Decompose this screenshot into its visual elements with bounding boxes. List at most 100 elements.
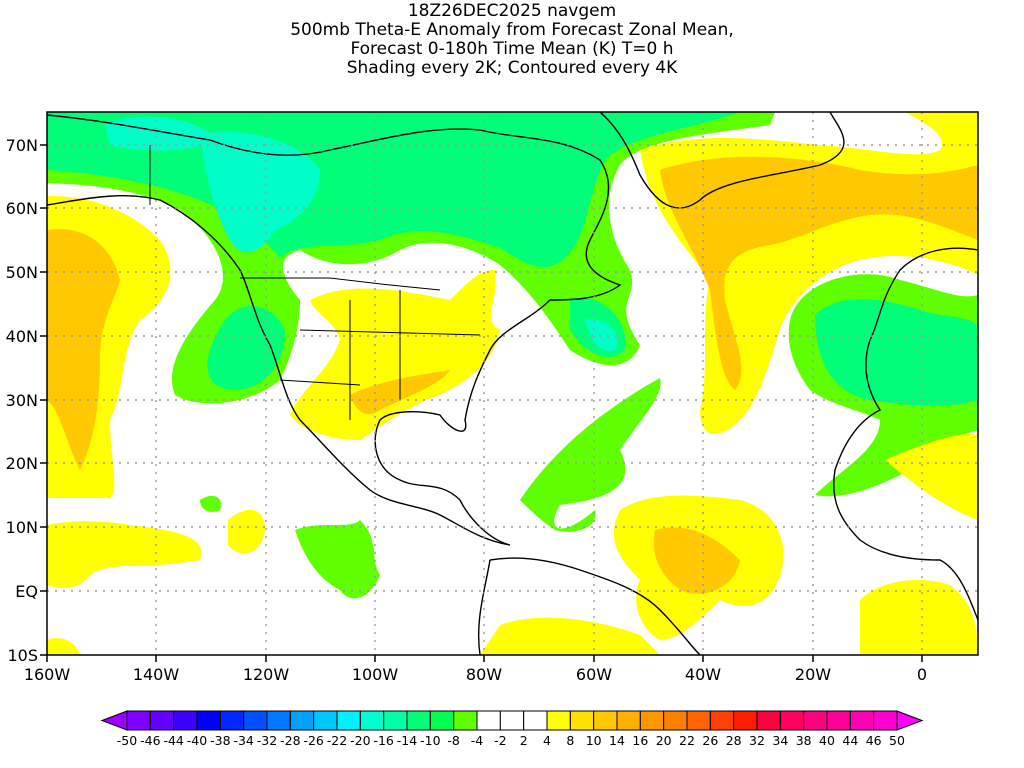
colorbar-label: 22	[679, 733, 695, 748]
north-america-coastline	[47, 114, 622, 546]
colorbar-box	[756, 710, 781, 731]
plot-frame	[46, 111, 979, 656]
colorbar-label: 14	[609, 733, 625, 748]
colorbar-label: 50	[889, 733, 905, 748]
colorbar-box	[593, 710, 618, 731]
colorbar-low-arrow	[100, 710, 128, 731]
colorbar-label: -32	[257, 733, 277, 748]
colorbar-box	[359, 710, 385, 731]
colorbar-label: 40	[819, 733, 835, 748]
y-tick-label: 10N	[6, 518, 38, 537]
positive-anomaly-small-1	[228, 509, 265, 554]
colorbar-label: 4	[543, 733, 551, 748]
colorbar-label: 8	[566, 733, 574, 748]
colorbar-box	[126, 710, 151, 731]
title-line-4: Shading every 2K; Contoured every 4K	[346, 58, 678, 78]
colorbar-label: 34	[772, 733, 788, 748]
x-tick-label: 80W	[466, 665, 502, 684]
colorbar-box	[546, 710, 571, 731]
colorbar-box	[616, 710, 641, 731]
negative-anomaly-europe-inner	[815, 299, 978, 406]
colorbar-box	[383, 710, 408, 731]
positive-anomaly-us	[290, 270, 500, 440]
colorbar-box	[406, 710, 431, 731]
x-tick-label: 20W	[795, 665, 831, 684]
us-borders	[149, 145, 481, 420]
europe-africa-coastline	[833, 247, 978, 621]
y-tick-label: 30N	[6, 391, 38, 410]
colorbar-label: 38	[796, 733, 812, 748]
colorbar-label: -2	[494, 733, 506, 748]
colorbar-label: 26	[702, 733, 718, 748]
colorbar-label: -20	[350, 733, 370, 748]
negative-anomaly-caribbean	[295, 520, 380, 599]
colorbar-label: -4	[471, 733, 484, 748]
positive-anomaly-north-atlantic-gold	[660, 156, 978, 390]
colorbar-box	[849, 710, 875, 731]
colorbar-label: 28	[726, 733, 742, 748]
colorbar-box	[569, 710, 595, 731]
y-tick-label: 70N	[6, 136, 38, 155]
y-tick-label: 50N	[6, 263, 38, 282]
teal-core-atlantic	[585, 319, 618, 351]
axis-ticks: 160W 140W 120W 100W 80W 60W 40W 20W 0 70N 60N 50N 40…	[6, 136, 927, 684]
x-tick-label: 120W	[243, 665, 290, 684]
positive-anomaly-south-america	[480, 617, 660, 655]
positive-anomaly-pacific-gold	[47, 229, 120, 470]
colorbar-box	[709, 710, 735, 731]
colorbar-label: 46	[866, 733, 882, 748]
gridlines	[47, 112, 978, 655]
colorbar-box	[289, 710, 315, 731]
colorbar-box	[803, 710, 828, 731]
positive-anomaly-africa-east	[885, 434, 978, 520]
colorbar-label: -10	[420, 733, 440, 748]
x-tick-label: 40W	[685, 665, 721, 684]
colorbar-box	[336, 710, 361, 731]
colorbar-box	[733, 710, 758, 731]
colorbar-label: -26	[303, 733, 323, 748]
y-tick-label: 20N	[6, 454, 38, 473]
colorbar-label: -16	[373, 733, 393, 748]
colorbar-label: 20	[656, 733, 672, 748]
colorbar-box	[196, 710, 221, 731]
colorbar-label: 32	[749, 733, 765, 748]
colorbar-box	[266, 710, 291, 731]
positive-anomaly-south-pacific	[47, 638, 80, 655]
colorbar-box	[499, 710, 525, 731]
colorbar-label: -14	[397, 733, 417, 748]
y-tick-label: EQ	[15, 582, 38, 601]
x-tick-label: 140W	[133, 665, 180, 684]
colorbar-label: -8	[447, 733, 460, 748]
colorbar-box	[663, 710, 688, 731]
x-tick-label: 0	[917, 665, 927, 684]
title-line-1: 18Z26DEC2025 navgem	[407, 1, 617, 21]
colorbar-box	[243, 710, 268, 731]
colorbar: -50 -46 -44 -40 -38 -34 -32 -28 -26 -22 -20 -16 -14-…	[100, 710, 924, 748]
teal-core-canada	[200, 131, 320, 253]
colorbar-box	[639, 710, 665, 731]
x-tick-label: 100W	[352, 665, 399, 684]
colorbar-label: 16	[632, 733, 648, 748]
y-tick-label: 40N	[6, 327, 38, 346]
y-tick-label: 10S	[7, 646, 38, 665]
colorbar-label: 44	[842, 733, 858, 748]
colorbar-box	[873, 710, 898, 731]
positive-anomaly-pacific-tropical	[47, 521, 202, 588]
colorbar-label: 2	[520, 733, 528, 748]
negative-anomaly-atlantic-streak	[520, 378, 661, 532]
colorbar-label: -44	[163, 733, 183, 748]
colorbar-box	[686, 710, 711, 731]
south-america-coastline	[477, 557, 701, 655]
colorbar-box	[173, 710, 198, 731]
negative-anomaly-small	[200, 495, 222, 512]
colorbar-label: -28	[280, 733, 300, 748]
colorbar-box	[779, 710, 805, 731]
title-line-2: 500mb Theta-E Anomaly from Forecast Zona…	[290, 20, 734, 40]
colorbar-box	[219, 710, 245, 731]
colorbar-label: -34	[233, 733, 253, 748]
colorbar-label: -46	[140, 733, 160, 748]
positive-anomaly-south-atlantic	[860, 580, 978, 655]
colorbar-label: -22	[327, 733, 347, 748]
colorbar-label: -40	[187, 733, 207, 748]
